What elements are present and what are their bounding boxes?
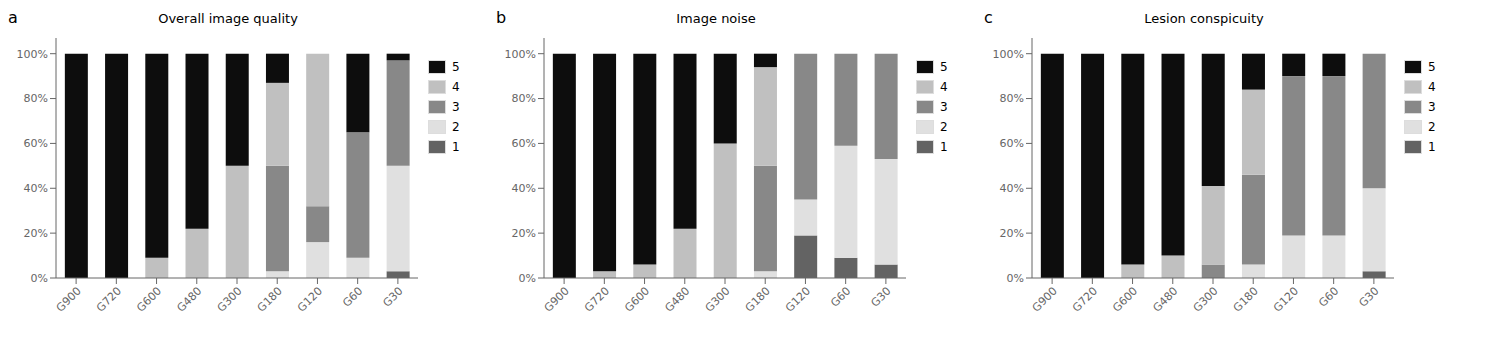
svg-text:G900: G900 xyxy=(54,284,84,314)
svg-text:G120: G120 xyxy=(783,284,813,314)
html-text:4: 4 xyxy=(1428,80,1436,94)
html-text:Lesion conspicuity: Lesion conspicuity xyxy=(1144,11,1264,26)
html-text:3: 3 xyxy=(940,100,948,114)
html-text:5: 5 xyxy=(452,60,460,74)
html-text:3: 3 xyxy=(452,100,460,114)
html-text:2: 2 xyxy=(452,120,460,134)
svg-text:80%: 80% xyxy=(1000,92,1024,105)
html-text:5: 5 xyxy=(940,60,948,74)
svg-text:G300: G300 xyxy=(703,284,733,314)
svg-text:G600: G600 xyxy=(1110,284,1140,314)
svg-text:G720: G720 xyxy=(1070,284,1100,314)
svg-text:G900: G900 xyxy=(1030,284,1060,314)
svg-text:80%: 80% xyxy=(24,92,48,105)
svg-text:40%: 40% xyxy=(512,182,536,195)
svg-text:G300: G300 xyxy=(1191,284,1221,314)
svg-text:G180: G180 xyxy=(743,284,773,314)
svg-text:60%: 60% xyxy=(1000,137,1024,150)
svg-text:G30: G30 xyxy=(1356,284,1381,309)
svg-text:20%: 20% xyxy=(1000,227,1024,240)
svg-text:20%: 20% xyxy=(512,227,536,240)
svg-text:80%: 80% xyxy=(512,92,536,105)
html-text:5: 5 xyxy=(1428,60,1436,74)
svg-text:100%: 100% xyxy=(505,48,536,61)
svg-text:G600: G600 xyxy=(622,284,652,314)
svg-text:G60: G60 xyxy=(828,284,853,309)
html-text:Overall image quality: Overall image quality xyxy=(158,11,298,26)
svg-text:G180: G180 xyxy=(255,284,285,314)
html-text:Image noise: Image noise xyxy=(676,11,756,26)
svg-text:G300: G300 xyxy=(215,284,245,314)
svg-text:100%: 100% xyxy=(993,48,1024,61)
html-text:c: c xyxy=(984,8,993,27)
svg-text:0%: 0% xyxy=(31,272,48,285)
svg-text:G180: G180 xyxy=(1231,284,1261,314)
svg-text:G120: G120 xyxy=(295,284,325,314)
svg-text:G60: G60 xyxy=(340,284,365,309)
svg-text:G480: G480 xyxy=(662,284,692,314)
html-text:4: 4 xyxy=(452,80,460,94)
html-text:2: 2 xyxy=(1428,120,1436,134)
svg-text:G480: G480 xyxy=(174,284,204,314)
svg-text:40%: 40% xyxy=(1000,182,1024,195)
html-text:a: a xyxy=(8,8,18,27)
svg-text:0%: 0% xyxy=(519,272,536,285)
svg-text:G600: G600 xyxy=(134,284,164,314)
svg-text:G480: G480 xyxy=(1150,284,1180,314)
svg-text:G720: G720 xyxy=(582,284,612,314)
svg-text:G30: G30 xyxy=(868,284,893,309)
html-text:b: b xyxy=(496,8,507,27)
svg-text:0%: 0% xyxy=(1007,272,1024,285)
svg-text:100%: 100% xyxy=(17,48,48,61)
svg-text:G720: G720 xyxy=(94,284,124,314)
svg-text:60%: 60% xyxy=(24,137,48,150)
svg-text:G120: G120 xyxy=(1271,284,1301,314)
svg-text:G900: G900 xyxy=(542,284,572,314)
html-text:3: 3 xyxy=(1428,100,1436,114)
html-text:2: 2 xyxy=(940,120,948,134)
html-text:1: 1 xyxy=(1428,140,1436,154)
svg-text:G30: G30 xyxy=(380,284,405,309)
html-text:1: 1 xyxy=(452,140,460,154)
svg-text:20%: 20% xyxy=(24,227,48,240)
svg-text:G60: G60 xyxy=(1316,284,1341,309)
html-text:4: 4 xyxy=(940,80,948,94)
html-text:1: 1 xyxy=(940,140,948,154)
svg-text:60%: 60% xyxy=(512,137,536,150)
svg-text:40%: 40% xyxy=(24,182,48,195)
